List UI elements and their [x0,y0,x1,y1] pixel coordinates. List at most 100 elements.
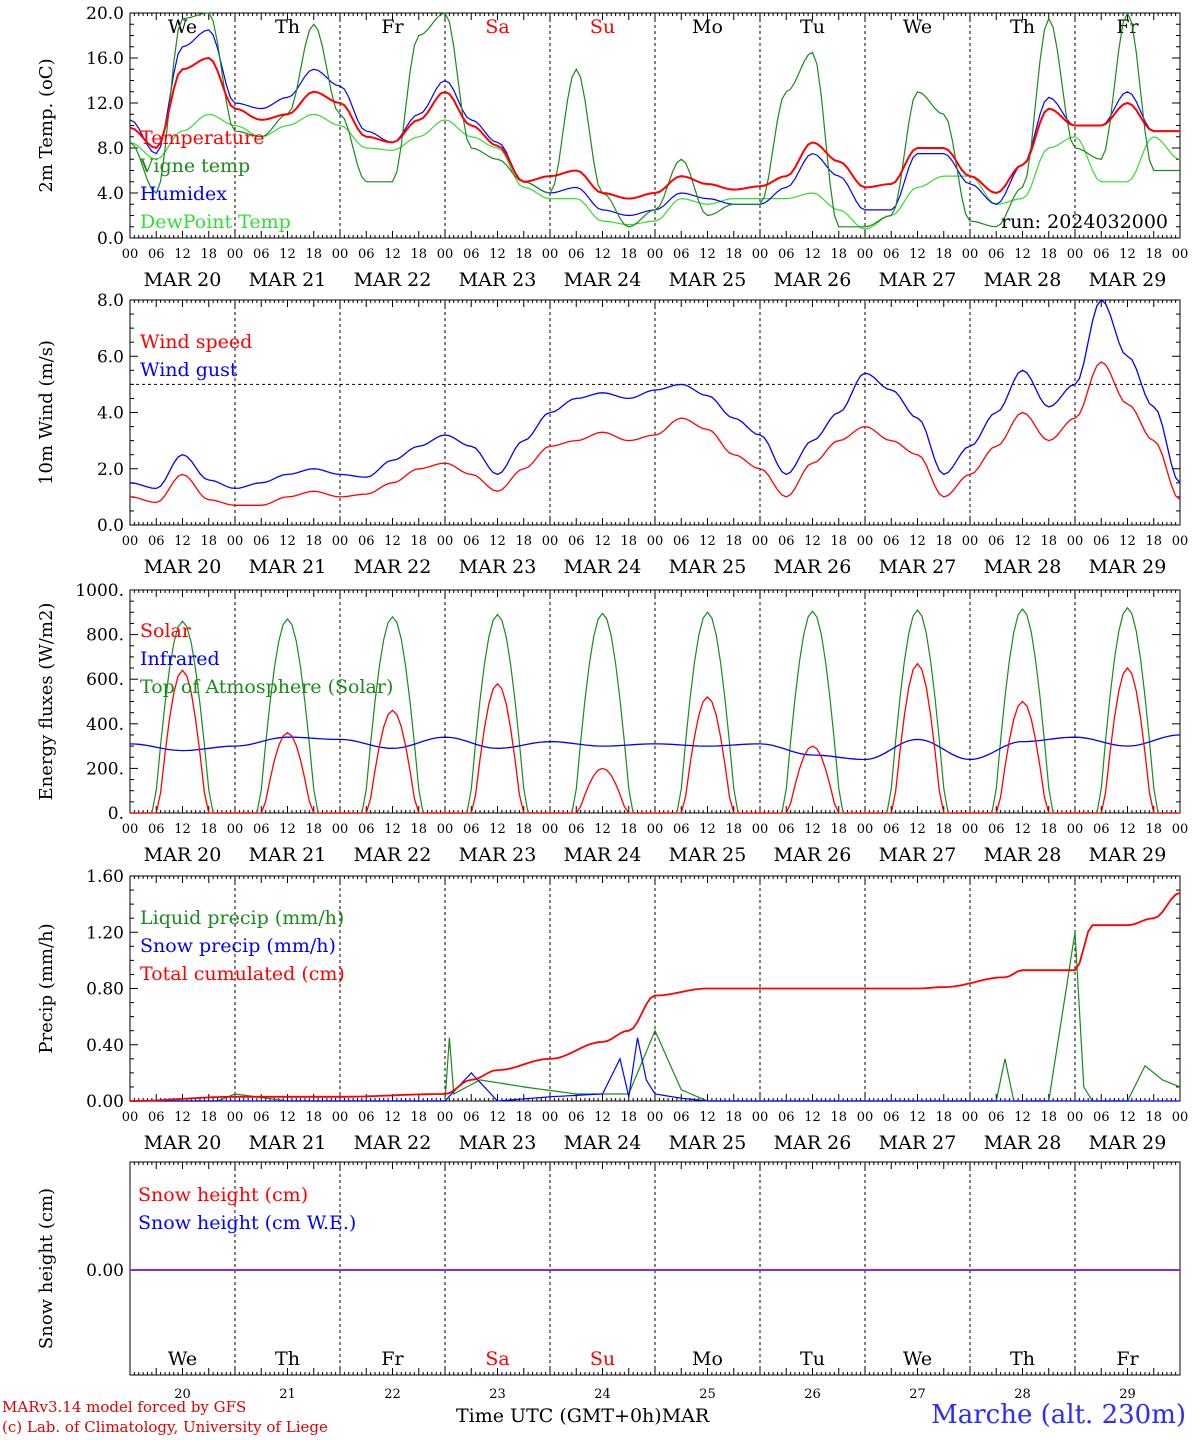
hour-label: 00 [437,247,454,262]
hour-label: 12 [699,247,716,262]
hour-label: 12 [279,1110,296,1125]
day-label: MAR 20 [144,1132,222,1154]
y-tick-label: 1000. [75,581,124,601]
hour-label: 12 [1014,534,1031,549]
day-label: MAR 20 [144,269,222,291]
hour-label: 06 [673,247,690,262]
day-label: MAR 23 [459,1132,537,1154]
day-label: MAR 29 [1089,1132,1167,1154]
legend-entry: Top of Atmosphere (Solar) [140,676,393,698]
day-label: MAR 24 [564,269,642,291]
day-label: MAR 22 [354,556,432,578]
hour-label: 18 [515,822,532,837]
hour-label: 18 [1040,822,1057,837]
hour-label: 06 [568,247,585,262]
hour-label: 00 [752,534,769,549]
hour-label: 00 [857,1110,874,1125]
day-label: MAR 26 [774,1132,852,1154]
legend-entry: Humidex [140,183,227,205]
weekday-label: Fr [1116,16,1139,38]
y-axis-label: Precip (mm/h) [36,923,57,1053]
hour-label: 18 [725,534,742,549]
hour-label: 00 [752,822,769,837]
hour-label: 12 [909,534,926,549]
hour-label: 00 [962,534,979,549]
hour-label: 00 [227,822,244,837]
hour-label: 00 [542,534,559,549]
hour-label: 18 [1145,247,1162,262]
hour-label: 12 [279,247,296,262]
hour-label: 18 [935,247,952,262]
weekday-label: Tu [800,16,825,38]
hour-label: 12 [174,822,191,837]
y-tick-label: 0.00 [86,1092,124,1112]
hour-label: 18 [1145,822,1162,837]
series-line-wind-speed [129,361,1181,506]
hour-label: 00 [1172,247,1189,262]
hour-label: 00 [122,1110,139,1125]
y-tick-label: 1.60 [86,867,124,887]
y-tick-label: 6.0 [97,347,124,367]
y-tick-label: 20.0 [86,4,124,24]
day-number: 25 [699,1387,716,1402]
hour-label: 00 [542,1110,559,1125]
hour-label: 06 [988,534,1005,549]
hour-label: 06 [148,1110,165,1125]
hour-label: 06 [568,822,585,837]
hour-label: 00 [1067,822,1084,837]
hour-label: 06 [568,1110,585,1125]
hour-label: 18 [1145,534,1162,549]
hour-label: 00 [752,1110,769,1125]
hour-label: 12 [1014,247,1031,262]
hour-label: 18 [515,247,532,262]
weekday-label: We [903,1348,932,1370]
y-tick-label: 0. [108,804,124,824]
hour-label: 18 [305,534,322,549]
day-label: MAR 21 [249,269,327,291]
hour-label: 18 [1040,534,1057,549]
run-label: run: 2024032000 [1001,211,1168,233]
y-tick-label: 8.0 [97,291,124,311]
hour-label: 06 [1093,822,1110,837]
hour-label: 12 [699,1110,716,1125]
hour-label: 06 [988,822,1005,837]
day-label: MAR 27 [879,269,957,291]
hour-label: 18 [515,1110,532,1125]
hour-label: 18 [620,1110,637,1125]
y-axis-label: Energy fluxes (W/m2) [36,603,57,801]
y-tick-label: 4.0 [97,184,124,204]
day-label: MAR 28 [984,844,1062,866]
series-line-total-cumulated-cm- [130,892,1181,1102]
hour-label: 00 [1067,1110,1084,1125]
legend-entry: Snow precip (mm/h) [140,935,336,957]
hour-label: 00 [647,247,664,262]
hour-label: 00 [1172,822,1189,837]
station-name: Marche (alt. 230m) [931,1400,1186,1430]
hour-label: 12 [384,247,401,262]
weekday-label: Fr [1116,1348,1139,1370]
hour-label: 06 [253,247,270,262]
legend-entry: Liquid precip (mm/h) [140,907,344,929]
hour-label: 06 [463,534,480,549]
weekday-label: Th [275,16,300,38]
y-tick-label: 800. [86,626,124,646]
hour-label: 06 [463,822,480,837]
legend-entry: Snow height (cm) [138,1184,308,1206]
hour-label: 12 [174,1110,191,1125]
hour-label: 12 [594,247,611,262]
hour-label: 12 [1119,822,1136,837]
day-label: MAR 23 [459,844,537,866]
day-label: MAR 24 [564,556,642,578]
weekday-label: We [168,16,197,38]
hour-label: 18 [410,534,427,549]
lab-credit: (c) Lab. of Climatology, University of L… [2,1418,328,1436]
weekday-label: Fr [381,16,404,38]
hour-label: 00 [542,822,559,837]
hour-label: 00 [962,247,979,262]
hour-label: 12 [1014,1110,1031,1125]
hour-label: 06 [778,247,795,262]
series-line-dewpoint-temp [129,113,1181,230]
hour-label: 12 [594,1110,611,1125]
hour-label: 00 [122,534,139,549]
